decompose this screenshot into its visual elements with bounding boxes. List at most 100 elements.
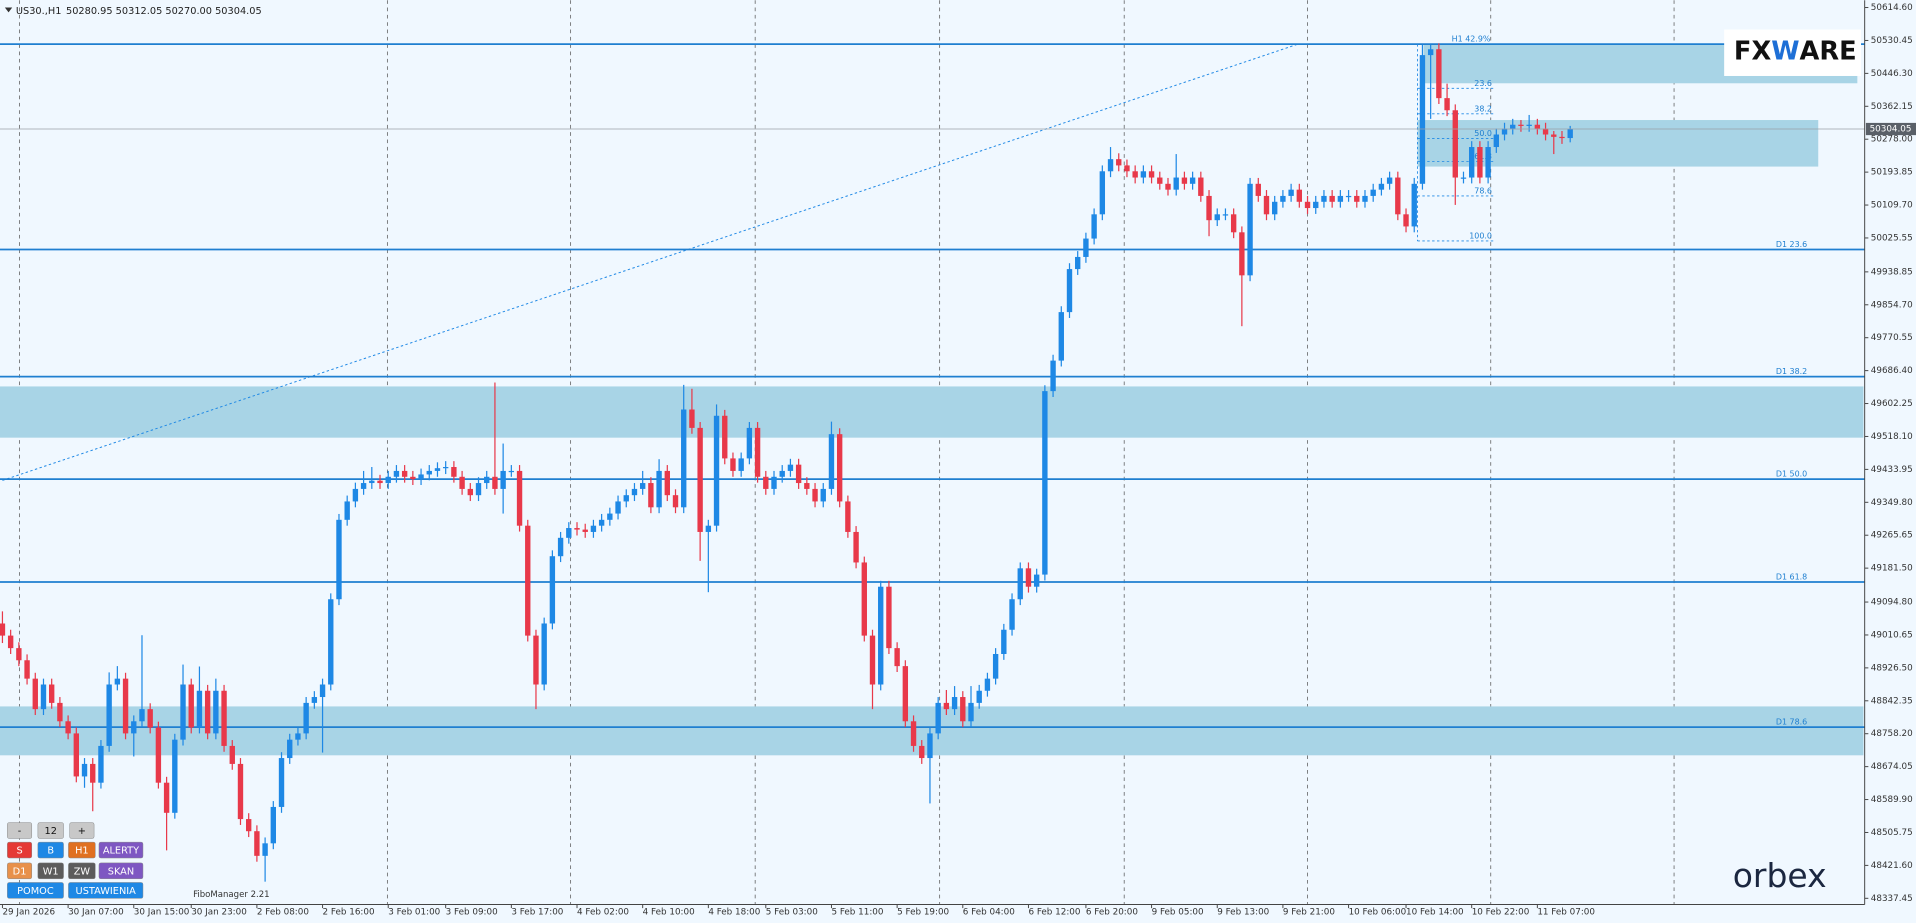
button-label[interactable]: D1 (13, 866, 27, 877)
button-bg[interactable] (37, 822, 64, 839)
button-bg[interactable] (37, 841, 64, 859)
x-tick-label: 5 Feb 19:00 (897, 907, 949, 917)
candle-body (516, 470, 523, 526)
candle-body (639, 483, 646, 489)
x-tick-label: 4 Feb 10:00 (643, 907, 695, 917)
button-label[interactable]: B (47, 846, 54, 857)
button[interactable]: ZW (68, 862, 96, 880)
button-label[interactable]: POMOC (17, 886, 54, 897)
y-tick-label: 48758.20 (1871, 729, 1913, 739)
indicator-name: FiboManager 2.21 (193, 890, 270, 900)
button-bg[interactable] (7, 841, 33, 859)
candle-body (287, 739, 293, 759)
candle-body (1017, 568, 1023, 600)
candle-body (697, 427, 703, 532)
candle-body (147, 709, 153, 728)
button[interactable]: B (37, 841, 64, 859)
button-bg[interactable] (7, 822, 33, 839)
candle-body (1419, 55, 1426, 184)
level-label: H1 42.9% (1452, 35, 1491, 44)
candle-body (648, 483, 654, 508)
candle-body (1001, 629, 1007, 654)
candle-body (795, 464, 802, 484)
y-tick-label: 50530.45 (1871, 36, 1913, 46)
button-bg[interactable] (68, 841, 96, 859)
button-label[interactable]: H1 (75, 846, 89, 857)
candle-body (139, 709, 145, 722)
candle-body (319, 684, 326, 698)
candle-body (1354, 195, 1360, 202)
candle-body (992, 653, 999, 679)
button[interactable]: D1 (7, 862, 33, 880)
logo-are: ARE (1800, 36, 1857, 66)
candle-body (820, 488, 826, 502)
button[interactable]: POMOC (7, 882, 64, 899)
candle-body (81, 763, 88, 777)
candle-body (828, 434, 835, 489)
button-bg[interactable] (69, 822, 95, 839)
candle-body (40, 684, 47, 710)
candle-body (1526, 124, 1532, 126)
candle-body (500, 470, 506, 489)
button[interactable]: SKAN (98, 862, 144, 880)
button[interactable]: H1 (68, 841, 96, 859)
button-label[interactable]: W1 (43, 866, 59, 877)
button[interactable]: 12 (37, 822, 64, 839)
candles (0, 43, 1865, 882)
y-tick-label: 49770.55 (1871, 333, 1913, 343)
button[interactable]: ALERTY (98, 841, 144, 859)
candle-body (1493, 134, 1500, 148)
candle-body (1075, 256, 1081, 270)
candle-body (943, 702, 950, 710)
candle-body (188, 684, 194, 728)
candle-body (1255, 183, 1261, 196)
y-tick-label: 48337.45 (1871, 894, 1913, 904)
candle-body (254, 831, 260, 856)
button-bg[interactable] (7, 882, 64, 899)
button[interactable]: S (7, 841, 33, 859)
y-tick-label: 48589.90 (1871, 795, 1913, 805)
candle-body (344, 501, 350, 520)
button[interactable]: W1 (37, 862, 64, 880)
y-tick-label: 49265.65 (1871, 531, 1913, 541)
button-label[interactable]: ALERTY (103, 846, 139, 857)
button-bg[interactable] (98, 862, 144, 880)
x-tick-label: 2 Feb 16:00 (323, 907, 375, 917)
fib-label: 50.0 (1474, 129, 1492, 138)
button-bg[interactable] (68, 882, 144, 899)
button[interactable]: USTAWIENIA (68, 882, 144, 899)
x-tick-label: 3 Feb 01:00 (388, 907, 440, 917)
candle-body (1107, 159, 1114, 172)
y-tick-label: 49433.95 (1871, 465, 1913, 475)
button-label[interactable]: ZW (74, 866, 91, 877)
candle-body (1066, 269, 1073, 313)
candle-body (1452, 110, 1458, 178)
button-bg[interactable] (7, 862, 33, 880)
candle-body (1189, 177, 1196, 184)
button-label[interactable]: USTAWIENIA (76, 886, 137, 897)
candle-body (1559, 136, 1565, 139)
button-bg[interactable] (37, 862, 64, 880)
button-label[interactable]: SKAN (108, 866, 134, 877)
y-tick-label: 50362.15 (1871, 102, 1913, 112)
level-label: D1 61.8 (1776, 573, 1807, 582)
y-tick-label: 49181.50 (1871, 564, 1913, 574)
menu-arrow (4, 7, 13, 13)
y-tick-label: 49938.85 (1871, 267, 1913, 277)
button-label[interactable]: + (78, 826, 86, 837)
button-bg[interactable] (68, 862, 96, 880)
button-label[interactable]: S (16, 846, 22, 857)
x-tick-label: 6 Feb 04:00 (963, 907, 1015, 917)
candle-body (557, 537, 564, 557)
button-label[interactable]: - (18, 826, 22, 837)
candle-body (894, 648, 900, 667)
candle-body (360, 483, 367, 489)
button[interactable]: - (7, 822, 33, 839)
candle-body (1099, 171, 1106, 215)
button-bg[interactable] (98, 841, 144, 859)
button-label[interactable]: 12 (44, 826, 56, 837)
x-tick-label: 2 Feb 08:00 (257, 907, 309, 917)
x-tick-label: 29 Jan 2026 (2, 907, 55, 917)
button[interactable]: + (69, 822, 95, 839)
y-tick-label: 48505.75 (1871, 828, 1913, 838)
